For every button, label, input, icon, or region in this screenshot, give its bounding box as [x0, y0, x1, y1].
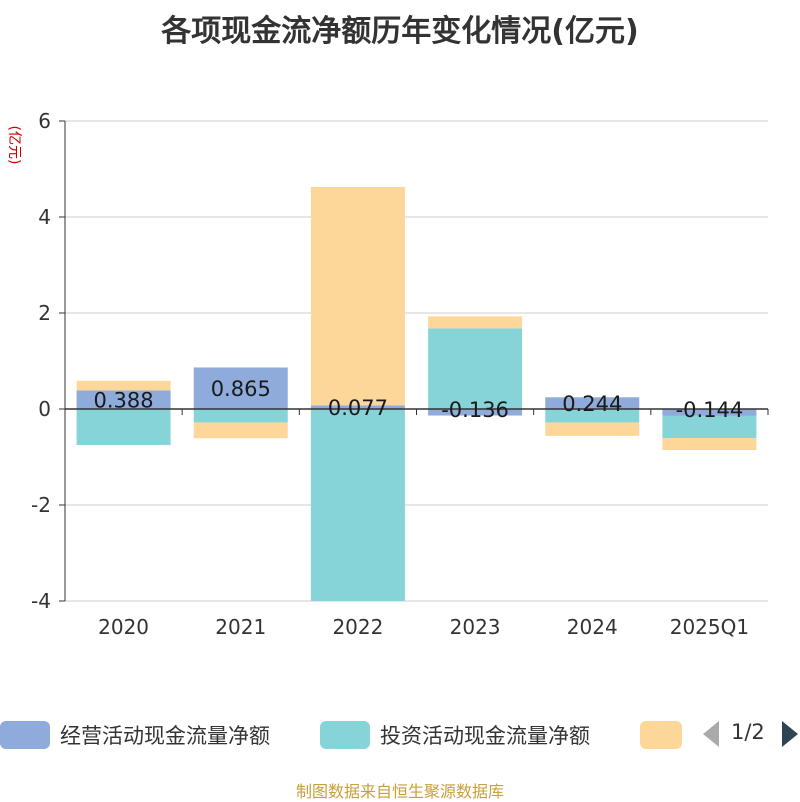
bar-segment — [193, 367, 288, 409]
bar-data-label: -0.136 — [441, 398, 509, 422]
bar-segment — [193, 409, 288, 423]
y-tick-label: 4 — [38, 205, 51, 229]
y-tick-label: -2 — [31, 493, 51, 517]
bar-segment — [76, 409, 171, 445]
bar-segment — [428, 409, 523, 416]
chart-title: 各项现金流净额历年变化情况(亿元) — [161, 14, 639, 49]
bar-segment — [662, 437, 757, 450]
x-tick-label: 2024 — [567, 615, 618, 639]
bar-segment — [310, 186, 405, 406]
legend-label-investing: 投资活动现金流量净额 — [380, 724, 590, 748]
bar-segment — [310, 405, 405, 409]
y-tick-label: 2 — [38, 301, 51, 325]
x-tick-label: 2025Q1 — [670, 615, 749, 639]
bar-segment — [310, 409, 405, 601]
y-tick-label: 6 — [38, 109, 51, 133]
bar-segment — [545, 397, 640, 409]
x-tick-label: 2023 — [450, 615, 501, 639]
bar-segment — [76, 390, 171, 409]
bar-segment — [428, 328, 523, 409]
bar-data-label: 0.388 — [94, 389, 154, 413]
bar-data-label: 0.244 — [562, 392, 622, 416]
y-axis-unit-label: (亿元) — [6, 126, 22, 165]
y-tick-label: -4 — [31, 589, 51, 613]
y-tick-label: 0 — [38, 397, 51, 421]
bar-data-label: -0.144 — [676, 398, 744, 422]
bar-segment — [545, 409, 640, 423]
legend-pager: 1/2 — [700, 715, 800, 755]
legend: 经营活动现金流量净额 投资活动现金流量净额 1/2 — [0, 715, 800, 755]
legend-next-page-arrow-icon[interactable] — [782, 721, 798, 747]
bar-data-label: 0.865 — [211, 377, 271, 401]
legend-swatch-operating — [0, 721, 50, 749]
legend-page-indicator: 1/2 — [731, 720, 765, 744]
bar-segment — [76, 380, 171, 391]
legend-swatch-financing — [640, 721, 682, 749]
bar-segment — [428, 316, 523, 329]
legend-label-operating: 经营活动现金流量净额 — [60, 724, 270, 748]
legend-swatch-investing — [320, 721, 370, 749]
x-tick-label: 2020 — [98, 615, 149, 639]
bar-segment — [545, 422, 640, 436]
bar-segment — [662, 415, 757, 438]
x-tick-label: 2021 — [215, 615, 266, 639]
bar-segment — [193, 422, 288, 439]
data-source-footer: 制图数据来自恒生聚源数据库 — [295, 782, 504, 801]
x-tick-label: 2022 — [332, 615, 383, 639]
bar-data-label: 0.077 — [328, 396, 388, 420]
bar-segment — [662, 409, 757, 416]
legend-prev-page-arrow-icon[interactable] — [703, 721, 719, 747]
chart-plot: -4 -2 0 2 4 6 (亿元) 2020 2021 2022 2023 2024 2025Q1 0.… — [6, 109, 769, 639]
